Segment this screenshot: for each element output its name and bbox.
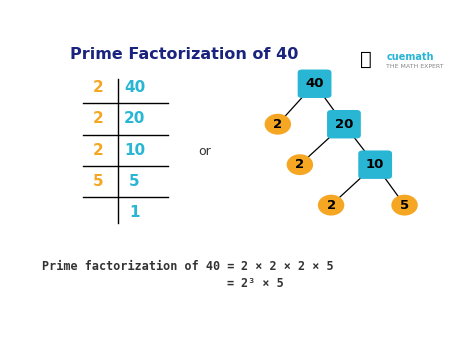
Text: 20: 20 <box>124 112 145 126</box>
Text: 5: 5 <box>400 199 409 212</box>
FancyBboxPatch shape <box>358 151 392 179</box>
Text: 40: 40 <box>124 80 145 95</box>
Text: cuemath: cuemath <box>386 53 434 62</box>
Text: 🚀: 🚀 <box>360 50 372 69</box>
Text: 10: 10 <box>366 158 384 171</box>
Text: 1: 1 <box>129 205 140 220</box>
Ellipse shape <box>318 195 344 216</box>
Text: 10: 10 <box>124 143 145 158</box>
Text: =: = <box>227 277 241 291</box>
Text: 20: 20 <box>335 118 353 131</box>
Text: 2: 2 <box>327 199 336 212</box>
Text: THE MATH EXPERT: THE MATH EXPERT <box>386 64 444 69</box>
Text: Prime factorization of 40 =: Prime factorization of 40 = <box>42 260 241 273</box>
Text: or: or <box>198 145 211 158</box>
Ellipse shape <box>287 154 313 175</box>
Text: 2: 2 <box>273 118 283 131</box>
Text: 2: 2 <box>92 112 103 126</box>
Text: 2³ × 5: 2³ × 5 <box>241 277 284 291</box>
Text: 2 × 2 × 2 × 5: 2 × 2 × 2 × 5 <box>241 260 334 273</box>
Text: 2: 2 <box>92 80 103 95</box>
Text: Prime Factorization of 40: Prime Factorization of 40 <box>70 47 299 62</box>
Text: 5: 5 <box>129 174 140 189</box>
Text: 2: 2 <box>295 158 304 171</box>
Text: 5: 5 <box>92 174 103 189</box>
Text: 2: 2 <box>92 143 103 158</box>
FancyBboxPatch shape <box>327 110 361 138</box>
Text: 40: 40 <box>305 77 324 90</box>
Ellipse shape <box>392 195 418 216</box>
FancyBboxPatch shape <box>298 69 331 98</box>
Ellipse shape <box>264 114 291 135</box>
